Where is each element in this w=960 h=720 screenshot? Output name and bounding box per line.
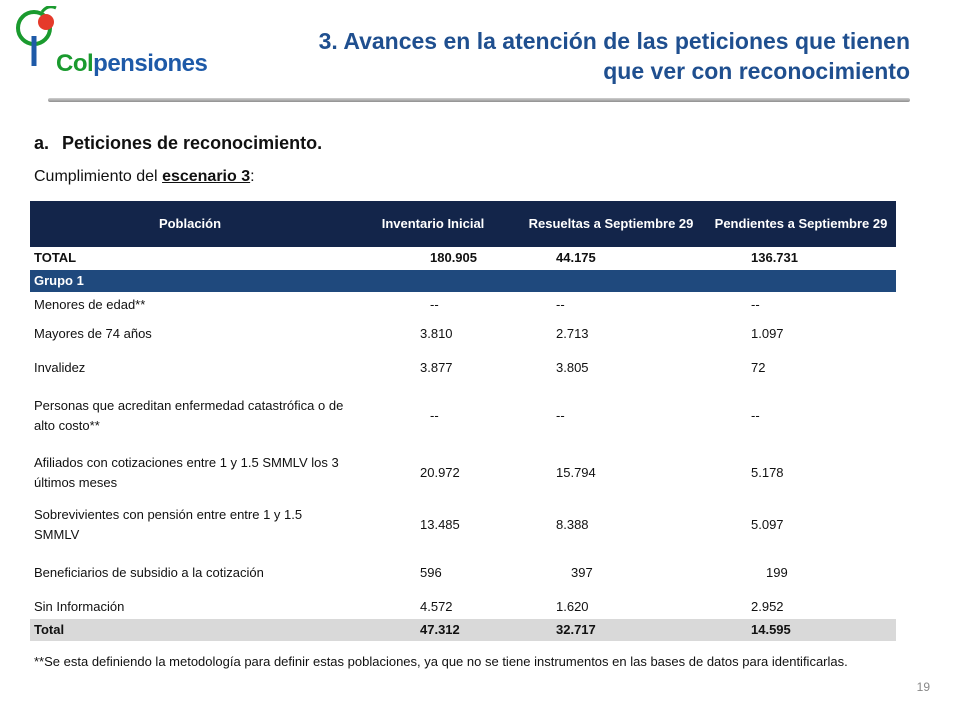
table-cell: 5.178 [751, 465, 784, 480]
table-cell: -- [556, 408, 565, 423]
table-cell: 397 [571, 565, 593, 580]
table-cell: 32.717 [516, 619, 706, 641]
table-cell: 3.810 [420, 326, 453, 341]
table-row: Sobrevivientes con pensión entre entre 1… [30, 499, 896, 551]
table-cell: -- [430, 297, 439, 312]
column-header: Inventario Inicial [350, 201, 516, 247]
table-cell: 1.097 [751, 326, 784, 341]
table-cell: 72 [751, 360, 766, 375]
table-cell: 13.485 [420, 517, 460, 532]
table-row: Sin Información 4.572 1.620 2.952 [30, 595, 896, 619]
table-cell: 8.388 [556, 517, 589, 532]
table-cell: Menores de edad** [34, 297, 146, 312]
table-cell: 44.175 [556, 250, 596, 265]
table-cell: Sobrevivientes con pensión entre entre 1… [34, 507, 303, 542]
table-cell: Total [30, 619, 350, 641]
table-cell: 4.572 [420, 599, 453, 614]
table-row: Personas que acreditan enfermedad catast… [30, 385, 896, 447]
group-label: Grupo 1 [30, 269, 896, 293]
title-line-1: 3. Avances en la atención de las peticio… [318, 28, 910, 54]
table-cell: Personas que acreditan enfermedad catast… [34, 398, 344, 433]
section-marker: a. [34, 133, 50, 153]
table-header-row: Población Inventario Inicial Resueltas a… [30, 201, 896, 247]
section-heading: a. Peticiones de reconocimiento. [34, 133, 322, 154]
logo-emblem-icon [16, 5, 57, 66]
table-row: Mayores de 74 años 3.810 2.713 1.097 [30, 317, 896, 351]
column-header: Pendientes a Septiembre 29 [706, 201, 896, 247]
title-line-2: que ver con reconocimiento [603, 58, 910, 84]
footnote: **Se esta definiendo la metodología para… [34, 654, 848, 669]
column-header: Población [30, 201, 350, 247]
table-cell: Beneficiarios de subsidio a la cotizació… [34, 565, 264, 580]
caption-prefix: Cumplimiento del [34, 168, 163, 185]
reconocimiento-table: Población Inventario Inicial Resueltas a… [30, 201, 896, 641]
table-row-total-top: TOTAL 180.905 44.175 136.731 [30, 247, 896, 270]
caption-suffix: : [250, 168, 255, 185]
table-cell: 1.620 [556, 599, 589, 614]
table-cell: 199 [766, 565, 788, 580]
page-number: 19 [916, 680, 930, 694]
section-heading-text: Peticiones de reconocimiento. [62, 133, 323, 153]
colpensiones-logo: Colpensiones [12, 5, 208, 86]
table-cell: Mayores de 74 años [34, 326, 152, 341]
table-cell: 3.805 [556, 360, 589, 375]
table-cell: -- [556, 297, 565, 312]
table-cell: 15.794 [556, 465, 596, 480]
table-cell: 47.312 [350, 619, 516, 641]
section-caption: Cumplimiento del escenario 3: [34, 168, 255, 186]
column-header: Resueltas a Septiembre 29 [516, 201, 706, 247]
table-cell: 596 [420, 565, 442, 580]
page-title: 3. Avances en la atención de las peticio… [270, 26, 910, 86]
logo-wordmark: Colpensiones [56, 50, 208, 77]
table-cell: TOTAL [34, 250, 77, 265]
caption-scenario: escenario 3 [162, 168, 251, 185]
table-row: Afiliados con cotizaciones entre 1 y 1.5… [30, 447, 896, 499]
table-cell: -- [430, 408, 439, 423]
table-cell: 14.595 [706, 619, 896, 641]
table-cell: 136.731 [751, 250, 798, 265]
table-row: Invalidez 3.877 3.805 72 [30, 351, 896, 385]
table-row: Beneficiarios de subsidio a la cotizació… [30, 551, 896, 595]
table-cell: 20.972 [420, 465, 460, 480]
table-cell: 180.905 [430, 250, 477, 265]
table-cell: -- [751, 297, 760, 312]
table-cell: 3.877 [420, 360, 453, 375]
table-cell: 5.097 [751, 517, 784, 532]
table-cell: Afiliados con cotizaciones entre 1 y 1.5… [34, 455, 339, 490]
table-row-total-bottom: Total 47.312 32.717 14.595 [30, 619, 896, 641]
table-cell: Sin Información [34, 599, 125, 614]
table-row: Menores de edad** -- -- -- [30, 293, 896, 318]
table-cell: -- [751, 408, 760, 423]
title-divider [48, 98, 910, 102]
table-cell: 2.713 [556, 326, 589, 341]
table-cell: Invalidez [34, 360, 86, 375]
table-row-group: Grupo 1 [30, 269, 896, 293]
table-cell: 2.952 [751, 599, 784, 614]
